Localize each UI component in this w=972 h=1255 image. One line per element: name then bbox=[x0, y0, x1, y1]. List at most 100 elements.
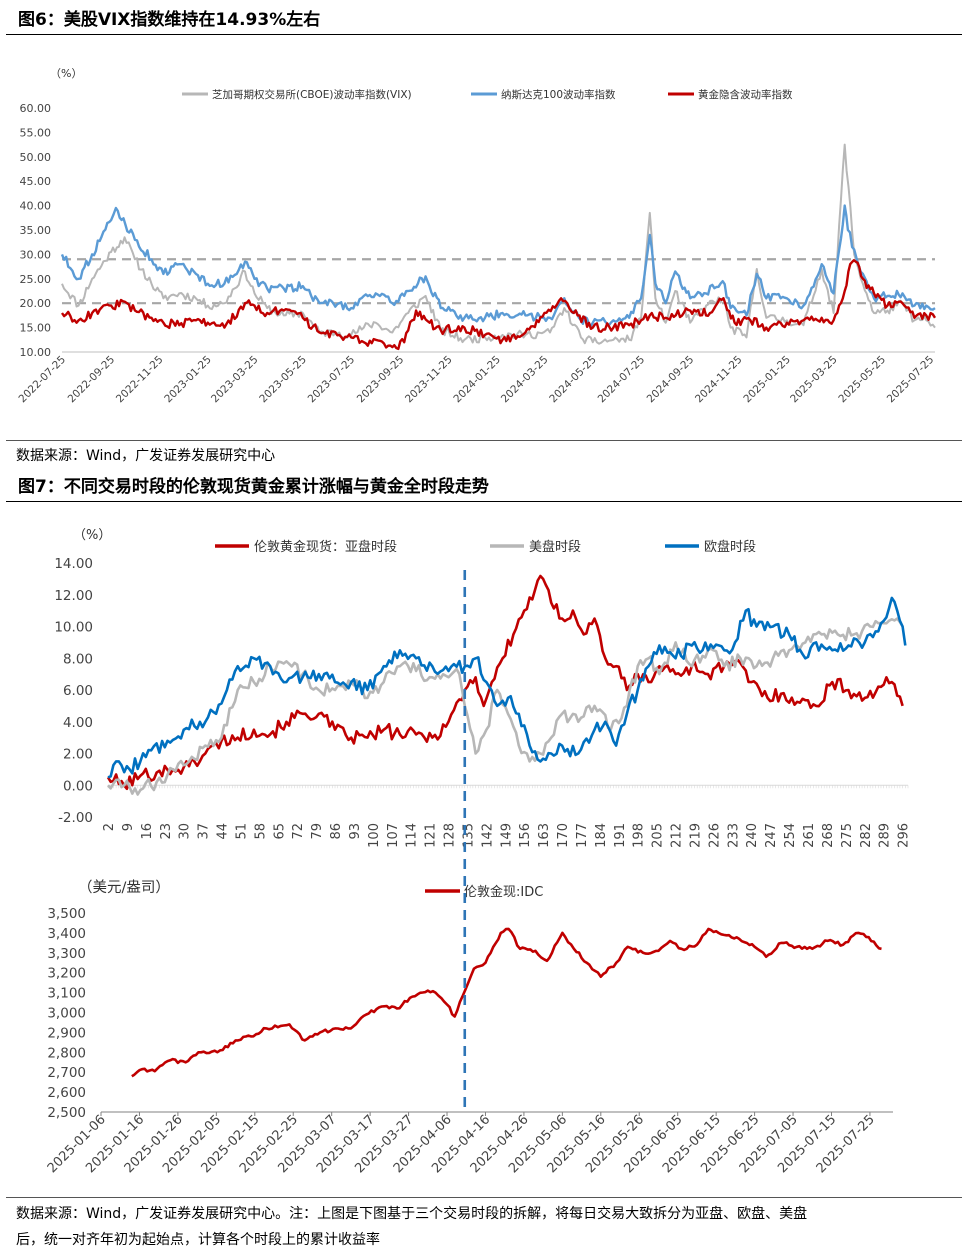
fig7-top-xtick-5: 37 bbox=[197, 823, 212, 840]
fig7-top-xtick-18: 128 bbox=[443, 823, 458, 848]
fig6-xtick-14: 2024-11-25 bbox=[693, 354, 745, 406]
fig7-top-xtick-25: 177 bbox=[575, 823, 590, 848]
fig7-chart: （%） 伦敦黄金现货：亚盘时段 美盘时段 欧盘时段 -2.00 0.00 2.00 4.00 6… bbox=[45, 528, 912, 1176]
fig6-xtick-9: 2024-01-25 bbox=[451, 354, 503, 406]
fig7-top-xtick-17: 121 bbox=[424, 823, 439, 848]
fig6-xtick-15: 2025-01-25 bbox=[741, 354, 793, 406]
fig7-top-xtick-13: 93 bbox=[348, 823, 363, 840]
fig6-series-line-1 bbox=[60, 204, 936, 328]
fig7-top-xtick-7: 51 bbox=[234, 823, 249, 840]
fig7-top-xtick-32: 226 bbox=[707, 823, 722, 848]
fig6-ytick-5: 35.00 bbox=[20, 224, 52, 237]
fig6-xtick-11: 2024-05-25 bbox=[547, 354, 599, 406]
fig6-bottom-rule bbox=[6, 440, 962, 441]
fig7-top-ytick-5: 8.00 bbox=[63, 651, 93, 667]
fig7-top-ytick-6: 10.00 bbox=[54, 620, 93, 636]
fig6-ytick-9: 55.00 bbox=[20, 126, 52, 139]
fig6-xtick-2: 2022-11-25 bbox=[114, 354, 166, 406]
fig6-series-line-2 bbox=[61, 259, 937, 351]
fig7-top-xtick-31: 219 bbox=[688, 823, 703, 848]
fig7-title: 图7：不同交易时段的伦敦现货黄金累计涨幅与黄金全时段走势 bbox=[18, 477, 489, 497]
fig7-bottom-ytick-1: 2,600 bbox=[47, 1085, 86, 1101]
fig7-top-xtick-14: 100 bbox=[367, 823, 382, 848]
fig7-top-ytick-4: 6.00 bbox=[63, 683, 93, 699]
fig7-top-xtick-2: 16 bbox=[140, 823, 155, 840]
fig6-xtick-12: 2024-07-25 bbox=[596, 354, 648, 406]
fig7-top-xtick-23: 163 bbox=[537, 823, 552, 848]
fig6-xtick-13: 2024-09-25 bbox=[645, 354, 697, 406]
fig7-bottom-series-line bbox=[131, 927, 882, 1078]
fig7-bottom-ytick-6: 3,100 bbox=[47, 986, 86, 1002]
fig7-top-xtick-42: 296 bbox=[897, 823, 912, 848]
fig6-xtick-17: 2025-05-25 bbox=[836, 354, 888, 406]
fig7-top-xtick-6: 44 bbox=[216, 823, 231, 840]
fig7-top-series-line-2 bbox=[107, 596, 907, 779]
fig7-top-xtick-30: 212 bbox=[670, 823, 685, 848]
fig6-ytick-8: 50.00 bbox=[20, 151, 52, 164]
fig6-xtick-10: 2024-03-25 bbox=[499, 354, 551, 406]
fig7-bottom-ytick-2: 2,700 bbox=[47, 1065, 86, 1081]
fig7-top-xtick-20: 142 bbox=[480, 823, 495, 848]
fig7-bottom-ytick-4: 2,900 bbox=[47, 1025, 86, 1041]
fig7-top-xtick-0: 2 bbox=[102, 823, 117, 831]
fig7-top-xtick-41: 289 bbox=[878, 823, 893, 848]
fig7-top-xtick-38: 268 bbox=[821, 823, 836, 848]
fig7-top-xtick-28: 198 bbox=[632, 823, 647, 848]
fig6-ytick-7: 45.00 bbox=[20, 175, 52, 188]
fig7-top-xtick-10: 72 bbox=[291, 823, 306, 840]
fig7-bottom-ytick-0: 2,500 bbox=[47, 1105, 86, 1121]
fig6-ytick-3: 25.00 bbox=[20, 273, 52, 286]
fig7-top-xtick-8: 58 bbox=[253, 823, 268, 840]
fig7-top-ytick-1: 0.00 bbox=[63, 778, 93, 794]
fig7-top-xtick-39: 275 bbox=[840, 823, 855, 848]
fig7-source-line-2: 后，统一对齐年初为起始点，计算各个时段上的累计收益率 bbox=[16, 1232, 380, 1248]
fig7-bottom-legend-label: 伦敦金现:IDC bbox=[464, 884, 543, 900]
fig7-bottom-rule bbox=[6, 1197, 962, 1198]
fig7-top-ytick-2: 2.00 bbox=[63, 747, 93, 763]
fig6-title-rule bbox=[6, 34, 962, 35]
fig7-bottom-ytick-5: 3,000 bbox=[47, 1006, 86, 1022]
fig6-ytick-10: 60.00 bbox=[20, 102, 52, 115]
fig7-top-xtick-40: 282 bbox=[859, 823, 874, 848]
fig6-legend-label-2: 黄金隐含波动率指数 bbox=[698, 88, 793, 101]
fig6-xtick-4: 2023-03-25 bbox=[209, 354, 261, 406]
fig7-top-legend-label-0: 伦敦黄金现货：亚盘时段 bbox=[254, 539, 397, 555]
fig7-top-ytick-0: -2.00 bbox=[58, 810, 93, 826]
fig7-top-legend-label-2: 欧盘时段 bbox=[704, 539, 756, 555]
fig7-title-rule bbox=[6, 501, 962, 502]
fig6-xtick-6: 2023-07-25 bbox=[306, 354, 358, 406]
fig7-top-xtick-33: 233 bbox=[726, 823, 741, 848]
fig6-y-unit: （%） bbox=[50, 67, 82, 80]
fig6-source: 数据来源：Wind，广发证券发展研究中心 bbox=[16, 448, 276, 464]
fig6-legend-label-0: 芝加哥期权交易所(CBOE)波动率指数(VIX) bbox=[212, 88, 412, 101]
fig7-top-ytick-7: 12.00 bbox=[54, 588, 93, 604]
fig7-top-xtick-3: 23 bbox=[159, 823, 174, 840]
fig6-xtick-18: 2025-07-25 bbox=[885, 354, 937, 406]
fig7-bottom-ytick-9: 3,400 bbox=[47, 926, 86, 942]
fig7-top-xtick-27: 191 bbox=[613, 823, 628, 848]
fig7-top-ytick-8: 14.00 bbox=[54, 556, 93, 572]
fig7-source-line-1: 数据来源：Wind，广发证券发展研究中心。注：上图是下图基于三个交易时段的拆解，… bbox=[16, 1206, 808, 1222]
fig6-xtick-0: 2022-07-25 bbox=[16, 354, 68, 406]
fig7-bottom-ytick-7: 3,200 bbox=[47, 966, 86, 982]
fig6-xtick-16: 2025-03-25 bbox=[788, 354, 840, 406]
fig6-xtick-8: 2023-11-25 bbox=[403, 354, 455, 406]
fig7-top-xtick-35: 247 bbox=[764, 823, 779, 848]
fig7-top-xtick-16: 114 bbox=[405, 823, 420, 848]
fig6-xtick-1: 2022-09-25 bbox=[66, 354, 118, 406]
fig6-legend-label-1: 纳斯达克100波动率指数 bbox=[501, 88, 616, 101]
fig7-bottom-ytick-10: 3,500 bbox=[47, 906, 86, 922]
fig7-bottom-ytick-3: 2,800 bbox=[47, 1045, 86, 1061]
fig7-top-xtick-29: 205 bbox=[651, 823, 666, 848]
fig7-top-xtick-15: 107 bbox=[386, 823, 401, 848]
fig7-top-legend-label-1: 美盘时段 bbox=[529, 539, 581, 555]
fig7-top-xtick-37: 261 bbox=[802, 823, 817, 848]
fig6-ytick-4: 30.00 bbox=[20, 248, 52, 261]
fig6-ytick-0: 10.00 bbox=[20, 346, 52, 359]
fig6-chart: （%） 芝加哥期权交易所(CBOE)波动率指数(VIX) 纳斯达克100波动率指数 黄… bbox=[16, 67, 937, 406]
fig7-top-y-unit: （%） bbox=[73, 528, 111, 543]
fig7-bottom-ytick-8: 3,300 bbox=[47, 946, 86, 962]
fig6-ytick-6: 40.00 bbox=[20, 200, 52, 213]
fig6-xtick-5: 2023-05-25 bbox=[257, 354, 309, 406]
fig7-top-xtick-21: 149 bbox=[499, 823, 514, 848]
